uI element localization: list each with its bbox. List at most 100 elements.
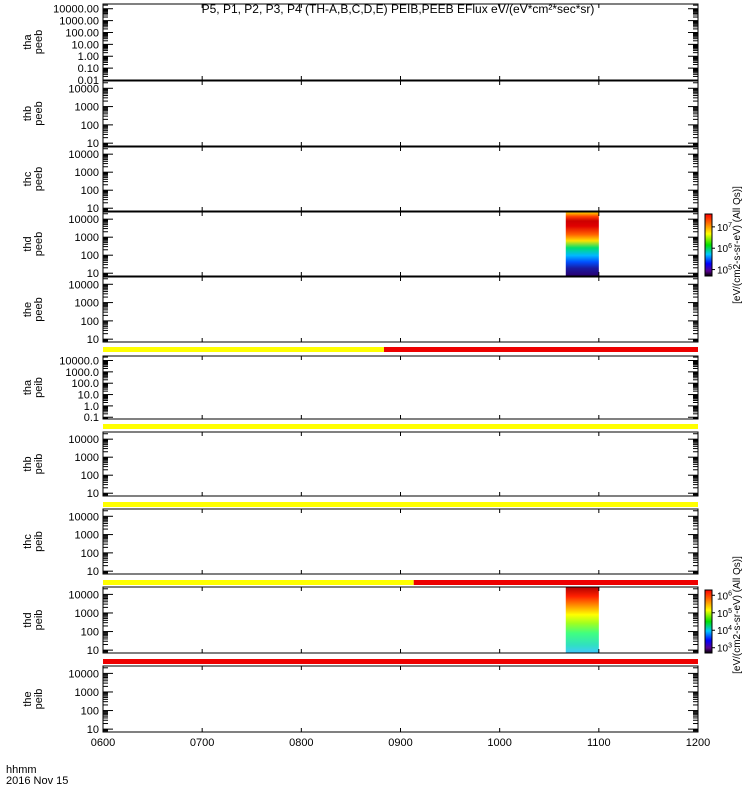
colorbar-tick-label: 107 [717,222,732,234]
y-tick-label: 1000 [75,608,99,620]
y-tick-label: 1.0 [84,401,99,413]
colorbar-2: 106 105 104 103 [eV/(cm2-s-sr-eV) (All Qs)] [704,556,743,674]
y-tick-label: 1000 [75,102,99,114]
x-tick-label: 1000 [487,737,511,749]
y-tick-label: 10 [87,334,99,346]
panel-thb-peeb: 10000 1000 100 10 thb peeb [22,80,699,150]
y-tick-label: 100.0 [71,378,99,390]
y-tick-label: 10000 [68,589,99,601]
panel-ylabel-probe: thc [22,534,34,549]
y-tick-label: 1000 [75,298,99,310]
panel-ylabel-probe: tha [22,33,34,49]
x-tick-label: 0700 [190,737,214,749]
y-tick-label: 100 [81,706,99,718]
panel-thd-peib: 10000 1000 100 10 thd peib [22,586,699,657]
y-tick-label: 10000 [68,214,99,226]
colorbar-tick-label: 103 [717,643,732,655]
panel-ylabel-product: peib [33,531,45,552]
y-tick-label: 10000 [68,434,99,446]
panel-frame [102,146,699,212]
panel-ylabel-probe: thd [22,236,34,251]
y-tick-label: 10 [87,203,99,215]
y-tick-label: 1000 [75,167,99,179]
panel-ylabel-probe: thb [22,106,34,121]
panel-ylabel-probe: thb [22,456,34,471]
y-tick-label: 10000 [68,511,99,523]
quality-flag-bar [103,659,698,664]
y-tick-label: 10 [87,724,99,736]
x-axis-label-date: 2016 Nov 15 [6,775,68,787]
y-tick-label: 10 [87,138,99,150]
y-tick-label: 1000 [75,232,99,244]
y-tick-label: 100 [81,185,99,197]
flag-segment-yellow [103,502,698,507]
y-tick-label: 1000 [75,452,99,464]
y-tick-label: 1000.00 [59,16,99,28]
y-tick-label: 100.00 [65,27,99,39]
x-tick-label: 1200 [686,737,710,749]
panel-ylabel-probe: the [22,691,34,706]
colorbar-label: [eV/(cm2-s-sr-eV) (All Qs)] [732,186,743,304]
quality-flag-bar [103,580,698,585]
flag-segment-yellow [103,580,414,585]
colorbar-tick-label: 106 [717,590,732,602]
colorbar-label: [eV/(cm2-s-sr-eV) (All Qs)] [732,556,743,674]
y-tick-label: 10000.0 [59,356,99,368]
panel-ylabel-product: peeb [33,167,45,191]
y-tick-label: 10 [87,645,99,657]
y-tick-label: 1000.0 [65,367,99,379]
y-tick-label: 10.00 [71,39,99,51]
colorbar-gradient [704,589,713,654]
y-tick-label: 1000 [75,687,99,699]
panel-ylabel-probe: thd [22,612,34,627]
x-tick-label: 0800 [289,737,313,749]
colorbar-tick-label: 104 [717,625,732,637]
panel-thc-peeb: 10000 1000 100 10 thc peeb [22,146,699,215]
panel-thc-peib: 10000 1000 100 10 thc peib [22,508,699,578]
y-tick-label: 0.10 [78,63,99,75]
panel-frame [102,80,699,147]
y-tick-label: 10 [87,268,99,280]
flag-segment-red [383,347,698,352]
y-tick-label: 1000 [75,530,99,542]
flag-segment-yellow [103,347,384,352]
y-tick-label: 100 [81,316,99,328]
y-tick-label: 10000 [68,279,99,291]
panel-frame [102,431,699,497]
spectrogram-data-block [565,587,599,653]
y-tick-label: 1.00 [78,51,99,63]
panel-frame [102,665,699,733]
y-tick-label: 10.0 [78,390,99,402]
panel-ylabel-product: peeb [33,297,45,321]
panel-the-peeb: 10000 1000 100 10 the peeb [22,276,699,346]
panel-ylabel-product: peib [33,610,45,631]
panel-frame [102,211,699,277]
panel-ylabel-product: peeb [33,101,45,125]
colorbar-gradient [704,213,713,277]
y-tick-label: 10000 [68,668,99,680]
spectrogram-data-block [565,212,599,276]
panel-frame [102,586,699,654]
panel-the-peib: 10000 1000 100 10 the peib [22,665,699,736]
panel-ylabel-product: peib [33,454,45,475]
panel-ylabel-probe: thc [22,171,34,186]
flag-segment-red [413,580,698,585]
y-tick-label: 100 [81,120,99,132]
y-tick-label: 10000 [68,83,99,95]
y-tick-label: 10 [87,488,99,500]
y-tick-label: 100 [81,627,99,639]
panel-ylabel-product: peeb [33,232,45,256]
panel-ylabel-product: peeb [33,30,45,54]
colorbar-tick-label: 105 [717,608,732,620]
quality-flag-bar [103,347,698,352]
panel-thd-peeb: 10000 1000 100 10 thd peeb [22,211,699,280]
time-axis: hhmm 2016 Nov 15 0600 0700 0800 0900 1000 110… [6,737,710,787]
y-tick-label: 0.01 [78,75,99,87]
y-tick-label: 10 [87,566,99,578]
colorbar-1: 107 106 105 [eV/(cm2-s-sr-eV) (All Qs)] [704,186,743,304]
y-tick-label: 100 [81,548,99,560]
